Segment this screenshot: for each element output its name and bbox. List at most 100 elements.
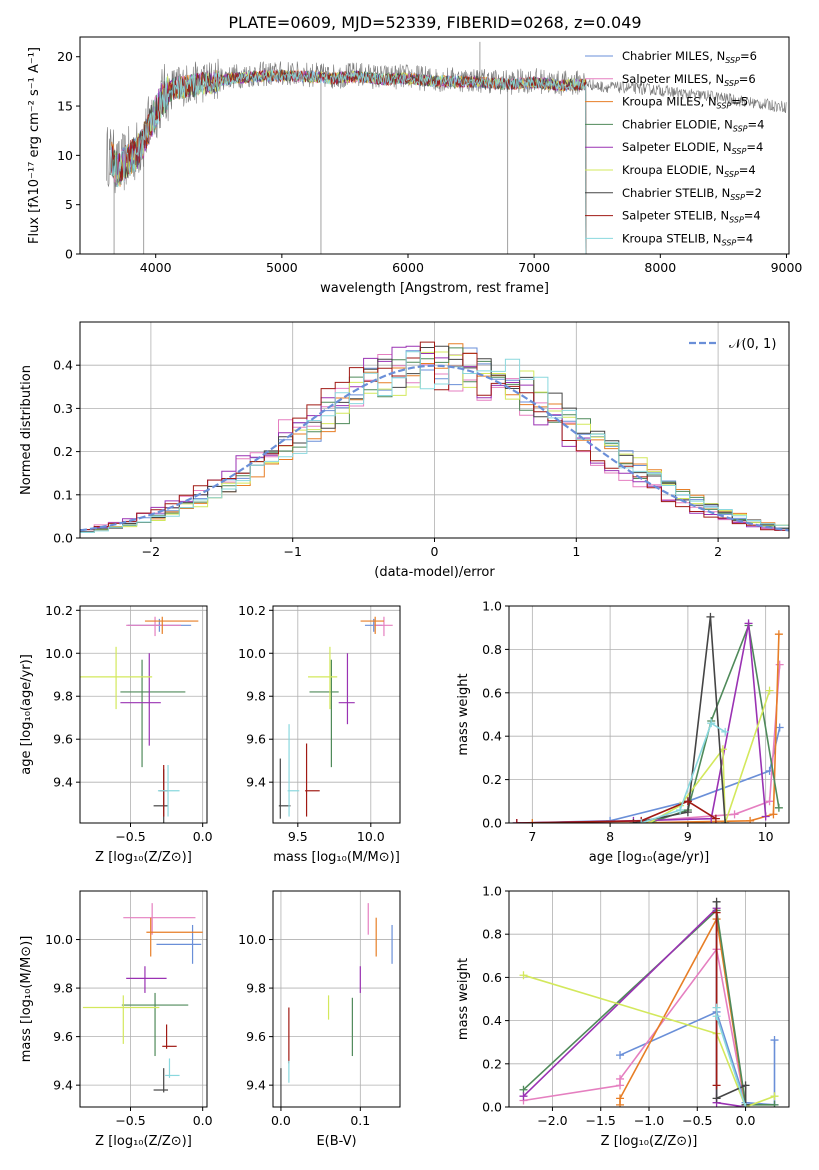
y-tick-label: 0.2: [482, 1056, 502, 1071]
errorbar-kroupa-stelib: [287, 724, 300, 817]
weight-marker-chabrier-elodie: [770, 1100, 779, 1107]
y-tick-label: 0.2: [482, 772, 502, 787]
weight-marker-kroupa-miles: [774, 630, 783, 639]
y-tick-label: 0.0: [482, 1100, 502, 1115]
plot-area-spectrum: [106, 41, 787, 254]
model-spectrum-kroupa-stelib: [109, 69, 587, 254]
weight-marker-chabrier-stelib: [741, 1081, 750, 1090]
plot-area-age_Z: [80, 616, 199, 823]
legend-entry-salpeter-miles: Salpeter MILES, NSSP=6: [622, 72, 756, 88]
x-axis-label: (data-model)/error: [374, 565, 495, 580]
x-tick-label: 9000: [771, 260, 803, 275]
x-tick-label: −0.5: [115, 829, 145, 844]
weight-marker-chabrier-stelib: [712, 1094, 721, 1103]
errorbar-kroupa-miles: [360, 616, 384, 634]
x-tick-label: 0.0: [736, 1113, 756, 1128]
x-axis-label: E(B-V): [316, 1134, 356, 1149]
x-axis-label: age [log₁₀(age/yr)]: [589, 850, 710, 865]
weight-marker-salpeter-elodie: [519, 1092, 528, 1101]
x-tick-label: −1.0: [634, 1113, 664, 1128]
plot-area-weight_Z: [519, 897, 779, 1107]
x-axis-label: mass [log₁₀(M/M⊙)]: [273, 850, 400, 865]
weight-marker-salpeter-stelib: [711, 814, 720, 823]
y-tick-label: 0.1: [53, 487, 73, 502]
weight-marker-kroupa-elodie: [765, 686, 774, 695]
weight-marker-kroupa-miles: [769, 810, 778, 819]
errorbar-kroupa-elodie: [308, 646, 338, 710]
y-tick-label: 9.8: [246, 981, 266, 996]
y-tick-label: 15: [57, 99, 73, 114]
y-tick-label: 9.8: [246, 689, 266, 704]
panels: 4000 5000 6000 7000 8000 900005101520waveleng…: [19, 36, 803, 1149]
legend-entry-chabrier-stelib: Chabrier STELIB, NSSP=2: [622, 186, 762, 202]
x-tick-label: 0.0: [193, 1113, 213, 1128]
panel-spectrum: 4000 5000 6000 7000 8000 9000 0 5 10 15 20 waveleng…: [27, 36, 803, 296]
y-tick-label: 0.8: [482, 642, 502, 657]
legend-entry-kroupa-elodie: Kroupa ELODIE, NSSP=4: [622, 163, 756, 179]
axes-frame: [79, 36, 790, 255]
errorbar-kroupa-stelib: [157, 764, 180, 817]
legend-entry-salpeter-elodie: Salpeter ELODIE, NSSP=4: [622, 140, 763, 156]
panel-weight_age: 7 8 9 10 0.0 0.2 0.4 0.6 0.8 1.0 age [log₁₀(age/yr…: [456, 599, 790, 865]
weight-marker-kroupa-stelib: [712, 1003, 721, 1012]
y-axis-label: Normed distribution: [19, 365, 34, 495]
weight-marker-salpeter-stelib: [512, 819, 521, 823]
y-tick-label: 9.6: [246, 732, 266, 747]
weight-marker-chabrier-miles: [616, 1051, 625, 1060]
legend-entry-kroupa-stelib: Kroupa STELIB, NSSP=4: [622, 231, 753, 247]
errorbar-chabrier-elodie: [121, 992, 189, 1057]
weight-marker-salpeter-stelib: [683, 797, 692, 806]
errorbar-salpeter-elodie: [338, 653, 355, 725]
y-tick-label: 10.2: [238, 603, 266, 618]
weight-marker-kroupa-stelib: [741, 1103, 750, 1107]
y-tick-label: 0.0: [53, 531, 73, 546]
legend-label-gaussian: 𝒩(0, 1): [729, 337, 776, 352]
y-tick-label: 0.4: [482, 1013, 502, 1028]
x-axis-label: Z [log₁₀(Z/Z⊙)]: [95, 850, 192, 865]
errorbar-kroupa-miles: [144, 616, 199, 634]
axes-frame: [79, 890, 208, 1108]
panel-age_mass: 9.5 10.0 9.4 9.6 9.8 10.0 10.2 mass [log₁₀(M/M⊙…: [238, 603, 401, 865]
errorbar-chabrier-elodie: [309, 659, 339, 768]
y-tick-label: 0.2: [53, 444, 73, 459]
x-axis-label: Z [log₁₀(Z/Z⊙)]: [601, 1134, 698, 1149]
x-tick-label: 10: [758, 829, 774, 844]
errorbar-salpeter-elodie: [126, 966, 167, 993]
plot-area-mass_Z: [82, 903, 203, 1093]
y-tick-label: 1.0: [482, 599, 502, 614]
errorbar-salpeter-miles: [123, 903, 196, 935]
weight-marker-salpeter-stelib: [712, 1081, 721, 1090]
y-tick-label: 9.6: [53, 732, 73, 747]
x-tick-label: 10.0: [357, 829, 385, 844]
x-tick-label: 8: [606, 829, 614, 844]
plot-area-mass_EBV: [280, 903, 393, 1107]
y-tick-label: 9.6: [246, 1029, 266, 1044]
y-tick-label: 10.2: [45, 603, 73, 618]
x-tick-label: 8000: [644, 260, 676, 275]
weight-line-chabrier-elodie: [522, 908, 775, 1106]
panel-mass_Z: −0.5 0.0 9.4 9.6 9.8 10.0 Z [log₁₀(Z/Z⊙)] mass …: [19, 890, 213, 1149]
panel-mass_EBV: 0.0 0.1 9.4 9.6 9.8 10.0 E(B-V): [238, 890, 401, 1149]
grid-mass_EBV: [273, 891, 400, 1107]
errorbar-chabrier-miles: [156, 924, 202, 964]
y-tick-label: 9.8: [53, 689, 73, 704]
x-tick-label: 9: [684, 829, 692, 844]
y-tick-label: 0.3: [53, 401, 73, 416]
x-tick-label: −1.5: [586, 1113, 616, 1128]
x-tick-label: 0.0: [271, 1113, 291, 1128]
errorbar-kroupa-miles: [146, 917, 203, 957]
x-tick-label: 6000: [392, 260, 424, 275]
grid-mass_Z: [80, 891, 207, 1107]
grid-age_mass: [273, 606, 400, 823]
axes-frame: [79, 605, 208, 824]
legend: Chabrier MILES, NSSP=6 Salpeter MILES, NS…: [585, 49, 764, 247]
grid-age_Z: [80, 606, 207, 823]
y-tick-label: 9.4: [53, 1078, 73, 1093]
weight-marker-chabrier-elodie: [774, 803, 783, 812]
panel-age_Z: −0.5 0.0 9.4 9.6 9.8 10.0 10.2 Z [log₁₀(Z/Z⊙)] a…: [19, 603, 213, 865]
weight-marker-salpeter-miles: [616, 1074, 625, 1083]
weight-marker-salpeter-miles: [730, 810, 739, 819]
weight-marker-kroupa-stelib: [712, 1012, 721, 1021]
weight-marker-chabrier-miles: [770, 1036, 779, 1045]
